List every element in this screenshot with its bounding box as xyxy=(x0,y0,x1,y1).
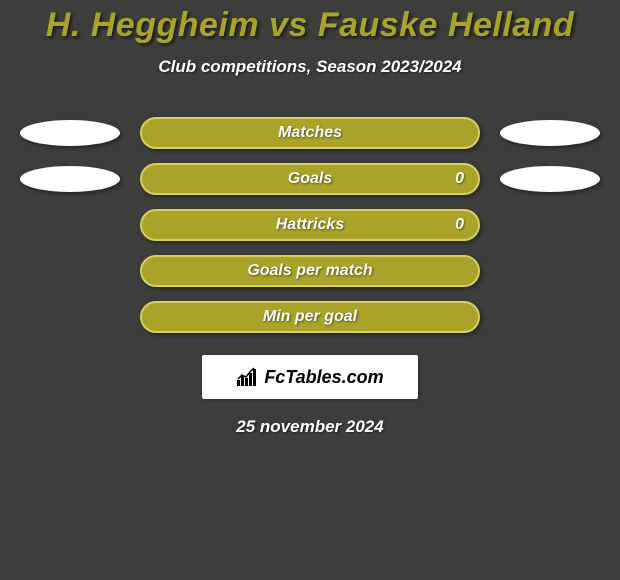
badge-placeholder xyxy=(20,304,120,330)
badge-placeholder xyxy=(500,212,600,238)
badge-placeholder xyxy=(20,258,120,284)
date-label: 25 november 2024 xyxy=(0,417,620,437)
badge-placeholder xyxy=(20,212,120,238)
stat-bar: Goals per match xyxy=(140,255,480,287)
stat-bar: Matches xyxy=(140,117,480,149)
chart-icon xyxy=(236,367,260,387)
player-left-badge xyxy=(20,166,120,192)
comparison-infographic: H. Heggheim vs Fauske Helland Club compe… xyxy=(0,0,620,580)
stat-bar: Min per goal xyxy=(140,301,480,333)
stat-value-right: 0 xyxy=(455,170,464,188)
logo-box: FcTables.com xyxy=(202,355,418,399)
subtitle: Club competitions, Season 2023/2024 xyxy=(0,57,620,77)
stat-label: Hattricks xyxy=(276,216,344,234)
stat-row: Goals per match xyxy=(0,255,620,287)
player-right-badge xyxy=(500,120,600,146)
stat-bar: Hattricks 0 xyxy=(140,209,480,241)
stat-label: Goals per match xyxy=(247,262,372,280)
player-left-badge xyxy=(20,120,120,146)
stat-bar: Goals 0 xyxy=(140,163,480,195)
player-right-badge xyxy=(500,166,600,192)
stat-label: Matches xyxy=(278,124,342,142)
stat-value-right: 0 xyxy=(455,216,464,234)
badge-placeholder xyxy=(500,258,600,284)
stat-row: Min per goal xyxy=(0,301,620,333)
badge-placeholder xyxy=(500,304,600,330)
stat-label: Goals xyxy=(288,170,332,188)
stat-row: Hattricks 0 xyxy=(0,209,620,241)
page-title: H. Heggheim vs Fauske Helland xyxy=(0,6,620,45)
stat-rows: Matches Goals 0 Hattricks 0 Goals per match Mi… xyxy=(0,117,620,333)
stat-row: Matches xyxy=(0,117,620,149)
stat-row: Goals 0 xyxy=(0,163,620,195)
stat-label: Min per goal xyxy=(263,308,357,326)
logo-text: FcTables.com xyxy=(264,367,383,388)
